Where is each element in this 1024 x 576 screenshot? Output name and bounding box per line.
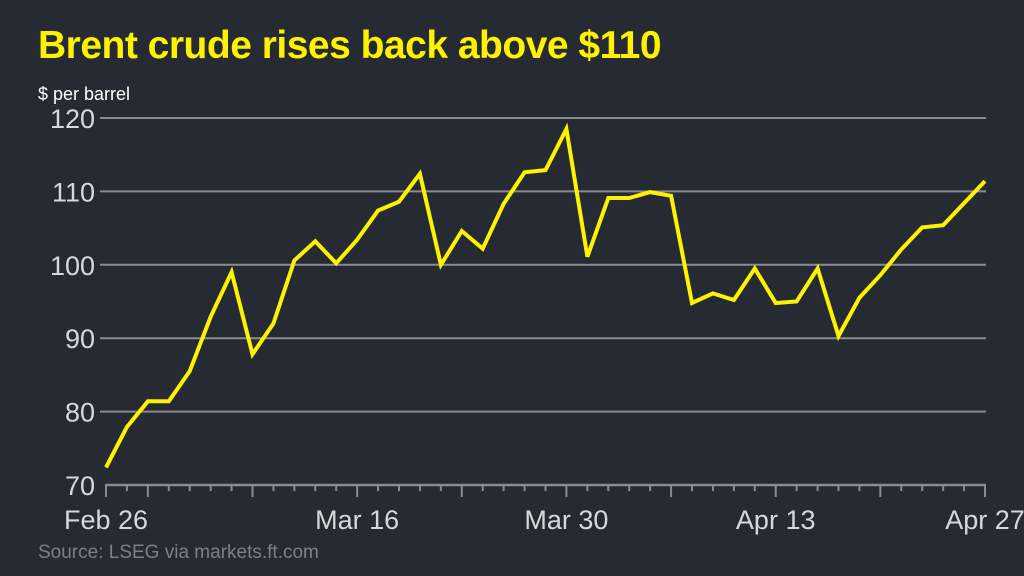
x-tick-label: Mar 16 [315,505,399,535]
x-tick-label: Apr 13 [736,505,816,535]
chart-title: Brent crude rises back above $110 [38,24,662,67]
y-axis-unit-label: $ per barrel [38,84,131,104]
x-tick-label: Apr 27 [945,505,1024,535]
y-tick-label: 120 [50,104,95,134]
y-tick-label: 80 [65,398,95,428]
x-tick-label: Mar 30 [524,505,608,535]
brent-price-line [104,122,987,469]
y-tick-label: 110 [52,177,95,207]
source-note: Source: LSEG via markets.ft.com [38,542,319,563]
x-tick-label: Feb 26 [64,505,148,535]
y-tick-label: 100 [50,251,95,281]
y-tick-label: 70 [65,471,95,501]
y-tick-label: 90 [65,324,95,354]
